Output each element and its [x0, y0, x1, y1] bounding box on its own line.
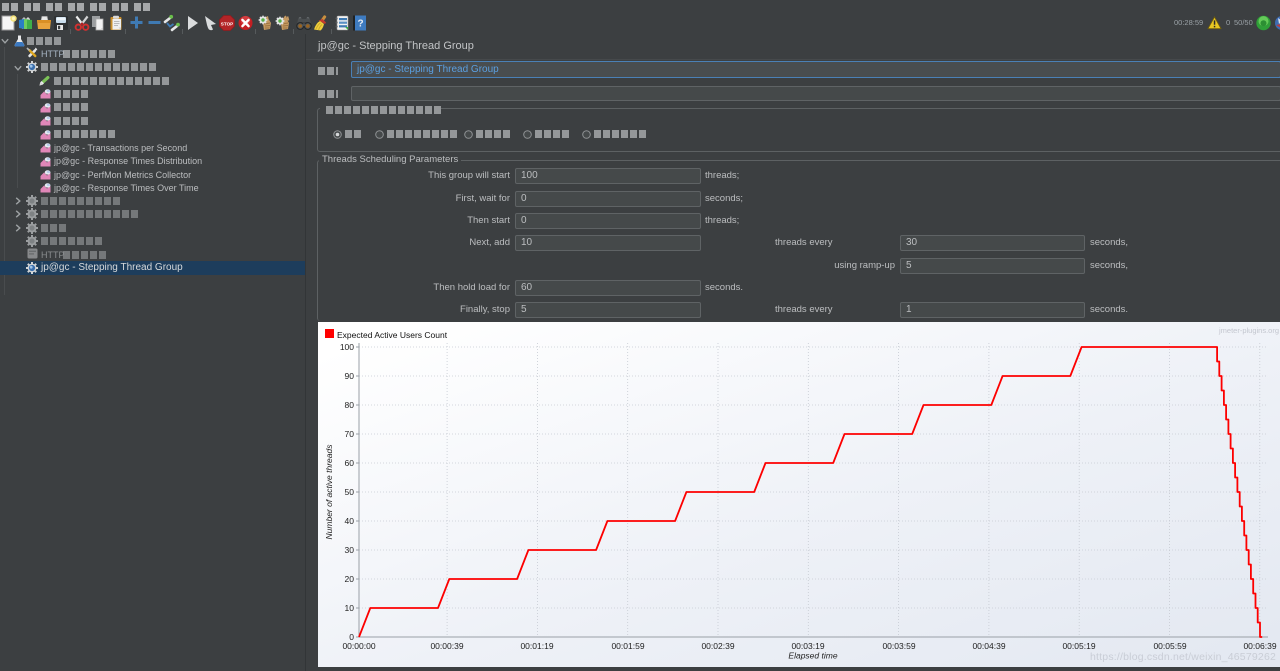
svg-text:00:05:59: 00:05:59: [1153, 641, 1186, 651]
svg-text:Elapsed time: Elapsed time: [788, 651, 837, 661]
svg-text:00:03:59: 00:03:59: [882, 641, 915, 651]
svg-text:00:04:39: 00:04:39: [972, 641, 1005, 651]
svg-text:10: 10: [345, 603, 355, 613]
svg-text:00:01:59: 00:01:59: [611, 641, 644, 651]
svg-text:00:02:39: 00:02:39: [701, 641, 734, 651]
svg-text:00:06:39: 00:06:39: [1243, 641, 1276, 651]
svg-text:?: ?: [357, 19, 363, 30]
svg-text:00:01:19: 00:01:19: [520, 641, 553, 651]
svg-text:00:03:19: 00:03:19: [791, 641, 824, 651]
svg-text:00:00:39: 00:00:39: [430, 641, 463, 651]
svg-text:60: 60: [345, 458, 355, 468]
svg-text:00:00:00: 00:00:00: [342, 641, 375, 651]
svg-text:40: 40: [345, 516, 355, 526]
svg-text:70: 70: [345, 429, 355, 439]
svg-text:30: 30: [345, 545, 355, 555]
svg-text:90: 90: [345, 371, 355, 381]
svg-text:100: 100: [340, 342, 354, 352]
svg-text:20: 20: [345, 574, 355, 584]
svg-text:50: 50: [345, 487, 355, 497]
svg-text:Number of active threads: Number of active threads: [324, 444, 334, 540]
svg-text:STOP: STOP: [221, 21, 233, 26]
svg-text:0: 0: [349, 632, 354, 642]
svg-text:80: 80: [345, 400, 355, 410]
svg-text:00:05:19: 00:05:19: [1062, 641, 1095, 651]
